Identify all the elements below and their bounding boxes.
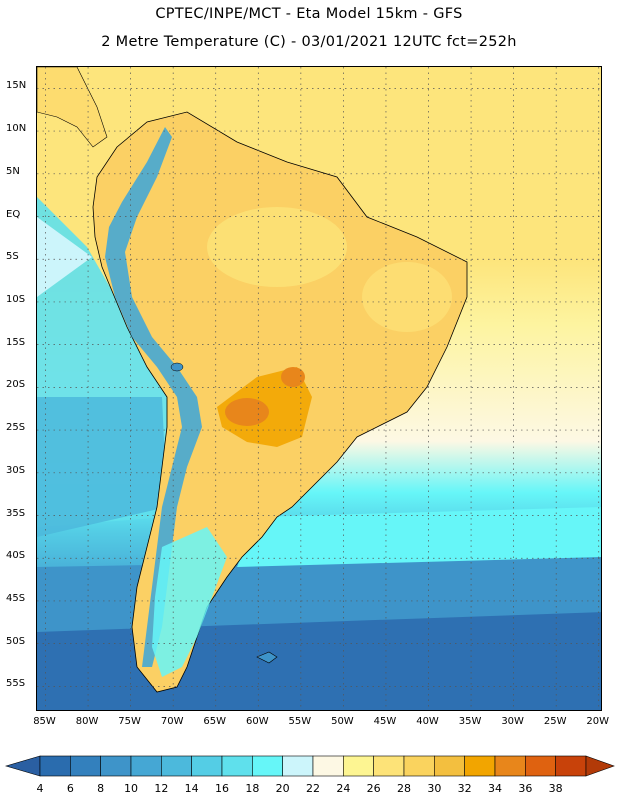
colorbar-tick-label: 24 (336, 782, 351, 795)
longitude-label: 35W (458, 716, 482, 727)
colorbar-swatch (555, 755, 587, 777)
latitude-label: 5S (6, 251, 19, 263)
longitude-label: 20W (586, 716, 610, 727)
colorbar-tick-label: 30 (427, 782, 442, 795)
latitude-label: 40S (6, 550, 26, 562)
latitude-label: 15N (6, 80, 27, 92)
latitude-label: EQ (6, 208, 21, 220)
amazon-warm-area (207, 207, 347, 287)
latitude-label: 10N (6, 123, 27, 135)
longitude-label: 55W (288, 716, 312, 727)
colorbar-tick-label: 4 (36, 782, 44, 795)
colorbar-swatch (191, 755, 223, 777)
graticule (37, 67, 601, 710)
colorbar-swatch (494, 755, 526, 777)
colorbar-swatch (343, 755, 374, 777)
colorbar-tick-label: 34 (488, 782, 502, 795)
colorbar-swatch (434, 755, 465, 777)
colorbar-swatch (252, 755, 283, 777)
longitude-label: 40W (416, 716, 439, 727)
atlantic-cyan-band (237, 507, 601, 567)
longitude-label: 75W (118, 716, 141, 727)
colorbar-tick-label: 8 (97, 782, 105, 795)
central-america-land (37, 67, 108, 148)
colorbar-swatch (221, 755, 253, 777)
northeast-warm-area (362, 262, 452, 332)
colorbar-tick-label: 6 (66, 782, 74, 795)
pacific-cold-band (37, 397, 167, 537)
colorbar-tick-label: 14 (184, 782, 199, 795)
temperature-map (36, 66, 602, 711)
colorbar-swatch (312, 755, 344, 777)
latitude-label: 30S (6, 464, 26, 476)
longitude-label: 45W (373, 716, 397, 727)
map-canvas (37, 67, 601, 710)
colorbar-tick-label: 36 (518, 782, 533, 795)
falkland-islands (256, 651, 278, 664)
colorbar (4, 755, 615, 777)
colorbar-under-arrow (4, 755, 41, 777)
colorbar-tick-label: 20 (275, 782, 290, 795)
latitude-label: 20S (6, 379, 26, 391)
hottest-spot (225, 398, 269, 426)
map-title-line1: CPTEC/INPE/MCT - Eta Model 15km - GFS (155, 6, 463, 22)
longitude-label: 25W (543, 716, 567, 727)
colorbar-swatch (525, 755, 556, 777)
colorbar-swatch (403, 755, 435, 777)
colorbar-tick-label: 16 (215, 782, 229, 795)
latitude-label: 25S (6, 422, 26, 434)
colorbar-swatch (130, 755, 162, 777)
colorbar-over-arrow (585, 755, 615, 777)
colorbar-tick-label: 18 (245, 782, 260, 795)
longitude-label: 80W (75, 716, 99, 727)
colorbar-tick-label: 10 (124, 782, 138, 795)
colorbar-swatch (373, 755, 405, 777)
latitude-label: 5N (6, 165, 20, 177)
latitude-label: 15S (6, 336, 26, 348)
colorbar-swatch (161, 755, 192, 777)
longitude-label: 70W (160, 716, 184, 727)
colorbar-tick-label: 38 (548, 782, 563, 795)
longitude-label: 30W (501, 716, 524, 727)
colorbar-swatch (39, 755, 71, 777)
longitude-label: 50W (331, 716, 354, 727)
latitude-label: 10S (6, 293, 26, 305)
latitude-label: 55S (6, 678, 26, 690)
patagonia-cool (152, 527, 227, 677)
colorbar-tick-label: 26 (366, 782, 381, 795)
longitude-label: 85W (33, 716, 56, 727)
latitude-label: 50S (6, 635, 26, 647)
colorbar-swatch (70, 755, 101, 777)
colorbar-swatch (282, 755, 314, 777)
longitude-label: 60W (245, 716, 269, 727)
colorbar-swatch (464, 755, 496, 777)
colorbar-tick-label: 28 (397, 782, 411, 795)
longitude-label: 65W (203, 716, 227, 727)
map-title-line2: 2 Metre Temperature (C) - 03/01/2021 12U… (101, 34, 517, 50)
pacific-light-band (37, 217, 92, 297)
latitude-label: 45S (6, 592, 26, 604)
latitude-label: 35S (6, 507, 26, 519)
andes-cold-strip (105, 127, 202, 667)
lake-titicaca (170, 362, 184, 372)
colorbar-tick-label: 12 (154, 782, 169, 795)
colorbar-tick-label: 32 (457, 782, 472, 795)
hot-spot-east (281, 367, 305, 387)
colorbar-tick-label: 22 (306, 782, 320, 795)
colorbar-swatch (100, 755, 132, 777)
